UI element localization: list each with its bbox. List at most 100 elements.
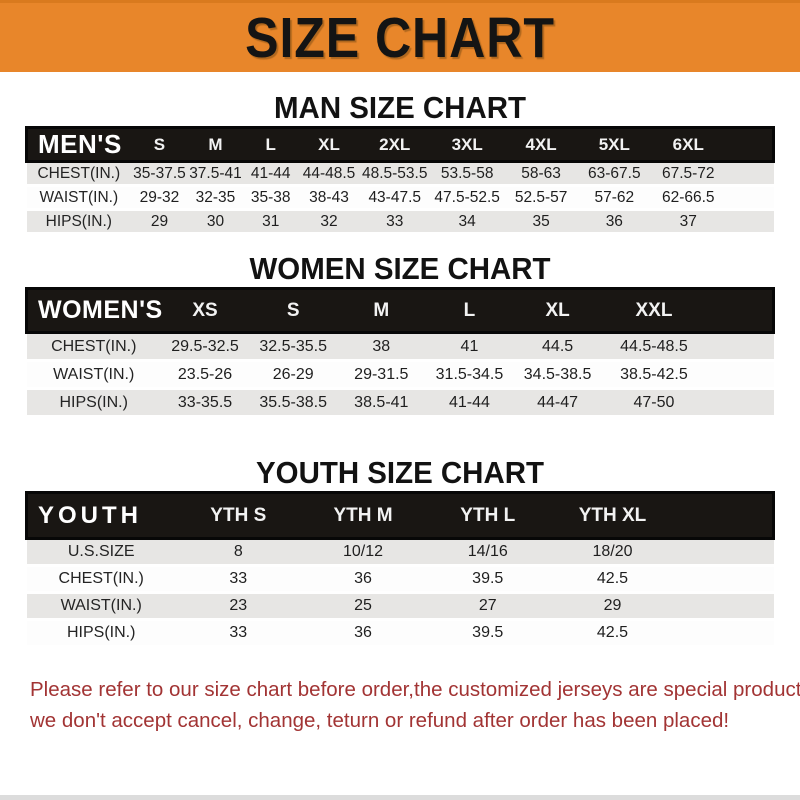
row-label: U.S.SIZE bbox=[26, 537, 176, 567]
header-spacer bbox=[725, 126, 775, 163]
cell: 53.5-58 bbox=[429, 160, 505, 187]
cell: 39.5 bbox=[425, 565, 551, 594]
women-size-table: WOMEN'S XS S M L XL XXL CHEST(IN.) 29.5-… bbox=[24, 287, 776, 418]
cell: 31 bbox=[243, 209, 299, 235]
cell: 29 bbox=[550, 592, 675, 621]
cell: 36 bbox=[300, 565, 426, 594]
cell-spacer bbox=[674, 592, 774, 621]
cell: 62-66.5 bbox=[650, 185, 726, 211]
men-size-col: 4XL bbox=[504, 126, 578, 163]
cell: 30 bbox=[187, 209, 244, 235]
cell: 58-63 bbox=[504, 160, 578, 187]
cell: 37 bbox=[650, 209, 726, 235]
women-section: WOMEN SIZE CHART WOMEN'S XS S M L XL XXL bbox=[0, 251, 800, 418]
women-size-col: M bbox=[337, 287, 426, 334]
row-label: CHEST(IN.) bbox=[26, 331, 161, 362]
cell: 44.5-48.5 bbox=[601, 331, 707, 362]
table-row: U.S.SIZE 8 10/12 14/16 18/20 bbox=[26, 537, 774, 567]
cell: 23 bbox=[175, 592, 301, 621]
row-label: CHEST(IN.) bbox=[26, 565, 176, 594]
cell: 47.5-52.5 bbox=[429, 185, 505, 211]
youth-size-col: YTH XL bbox=[550, 491, 675, 540]
men-size-col: XL bbox=[298, 126, 360, 163]
row-label: WAIST(IN.) bbox=[26, 360, 161, 390]
men-size-table: MEN'S S M L XL 2XL 3XL 4XL 5XL 6XL CHEST… bbox=[25, 126, 775, 235]
youth-size-table: YOUTH YTH S YTH M YTH L YTH XL U.S.SIZE … bbox=[24, 491, 775, 648]
cell: 33-35.5 bbox=[160, 388, 250, 418]
cell: 37.5-41 bbox=[187, 160, 244, 187]
cell: 34 bbox=[429, 209, 505, 235]
cell: 38.5-41 bbox=[337, 388, 426, 418]
men-group-label: MEN'S bbox=[25, 126, 132, 163]
table-row: CHEST(IN.) 35-37.5 37.5-41 41-44 44-48.5… bbox=[26, 160, 774, 187]
women-size-col: XL bbox=[513, 287, 602, 334]
page-title: SIZE CHART bbox=[245, 5, 555, 70]
cell: 63-67.5 bbox=[577, 160, 651, 187]
cell: 23.5-26 bbox=[160, 360, 250, 390]
youth-size-col: YTH M bbox=[300, 491, 426, 540]
table-row: CHEST(IN.) 33 36 39.5 42.5 bbox=[26, 565, 774, 594]
bottom-strip bbox=[0, 795, 800, 800]
row-label: HIPS(IN.) bbox=[26, 619, 176, 648]
cell: 42.5 bbox=[550, 565, 675, 594]
row-label: HIPS(IN.) bbox=[26, 209, 132, 235]
cell: 10/12 bbox=[300, 537, 426, 567]
table-row: CHEST(IN.) 29.5-32.5 32.5-35.5 38 41 44.… bbox=[26, 331, 774, 362]
cell: 44-48.5 bbox=[298, 160, 360, 187]
cell: 48.5-53.5 bbox=[359, 160, 430, 187]
women-section-heading: WOMEN SIZE CHART bbox=[249, 251, 551, 286]
men-size-col: 6XL bbox=[650, 126, 726, 163]
cell: 25 bbox=[300, 592, 426, 621]
cell-spacer bbox=[725, 185, 774, 211]
women-size-col: L bbox=[425, 287, 514, 334]
cell: 36 bbox=[300, 619, 426, 648]
cell: 33 bbox=[175, 619, 301, 648]
cell: 32-35 bbox=[187, 185, 244, 211]
cell-spacer bbox=[674, 565, 774, 594]
cell: 34.5-38.5 bbox=[513, 360, 602, 390]
table-row: HIPS(IN.) 29 30 31 32 33 34 35 36 37 bbox=[26, 209, 774, 235]
cell: 38-43 bbox=[298, 185, 360, 211]
youth-header-row: YOUTH YTH S YTH M YTH L YTH XL bbox=[24, 491, 775, 540]
cell: 35 bbox=[504, 209, 578, 235]
row-label: CHEST(IN.) bbox=[26, 160, 132, 187]
cell: 32.5-35.5 bbox=[249, 331, 338, 362]
cell: 38 bbox=[337, 331, 426, 362]
youth-size-col: YTH S bbox=[175, 491, 301, 540]
cell-spacer bbox=[725, 160, 774, 187]
cell: 14/16 bbox=[425, 537, 551, 567]
youth-section-heading: YOUTH SIZE CHART bbox=[256, 455, 544, 490]
cell: 29-31.5 bbox=[337, 360, 426, 390]
cell: 41-44 bbox=[425, 388, 514, 418]
cell: 39.5 bbox=[425, 619, 551, 648]
cell: 8 bbox=[175, 537, 301, 567]
youth-section: YOUTH SIZE CHART YOUTH YTH S YTH M YTH L… bbox=[0, 455, 800, 648]
cell: 36 bbox=[577, 209, 651, 235]
footer-line-2: we don't accept cancel, change, teturn o… bbox=[30, 709, 730, 732]
men-section-heading: MAN SIZE CHART bbox=[274, 90, 526, 125]
cell: 67.5-72 bbox=[650, 160, 726, 187]
cell: 44.5 bbox=[513, 331, 602, 362]
men-size-col: 5XL bbox=[577, 126, 651, 163]
cell-spacer bbox=[674, 619, 774, 648]
table-row: WAIST(IN.) 23.5-26 26-29 29-31.5 31.5-34… bbox=[26, 360, 774, 390]
table-row: WAIST(IN.) 29-32 32-35 35-38 38-43 43-47… bbox=[26, 185, 774, 211]
women-group-label: WOMEN'S bbox=[24, 287, 162, 334]
men-size-col: 3XL bbox=[429, 126, 505, 163]
cell: 35.5-38.5 bbox=[249, 388, 338, 418]
row-label: HIPS(IN.) bbox=[26, 388, 161, 418]
cell: 38.5-42.5 bbox=[601, 360, 707, 390]
cell: 26-29 bbox=[249, 360, 338, 390]
row-label: WAIST(IN.) bbox=[26, 592, 176, 621]
cell: 42.5 bbox=[550, 619, 675, 648]
cell: 47-50 bbox=[601, 388, 707, 418]
cell: 35-37.5 bbox=[131, 160, 188, 187]
cell: 52.5-57 bbox=[504, 185, 578, 211]
men-size-col: M bbox=[187, 126, 244, 163]
cell-spacer bbox=[725, 209, 774, 235]
cell: 27 bbox=[425, 592, 551, 621]
cell: 41-44 bbox=[243, 160, 299, 187]
youth-group-label: YOUTH bbox=[24, 491, 176, 540]
table-row: HIPS(IN.) 33-35.5 35.5-38.5 38.5-41 41-4… bbox=[26, 388, 774, 418]
